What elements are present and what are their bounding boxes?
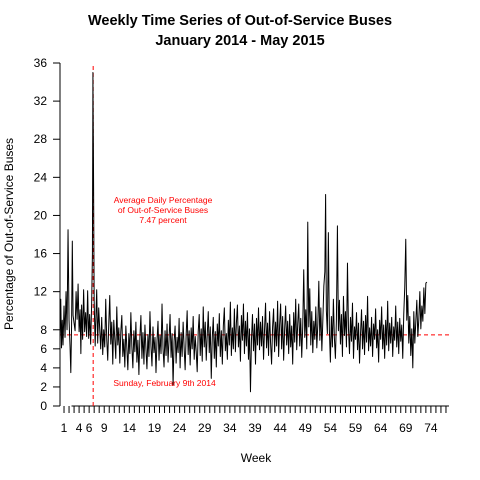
y-tick-label: 12 (34, 285, 48, 299)
y-tick-label: 2 (40, 380, 47, 394)
y-tick-label: 36 (34, 56, 48, 70)
series-layer (59, 72, 428, 393)
x-tick-label: 49 (299, 421, 313, 435)
x-tick-label: 39 (248, 421, 262, 435)
annotation-avg: Average Daily Percentage of Out-of-Servic… (114, 195, 213, 225)
x-tick-label: 59 (349, 421, 363, 435)
y-axis-title: Percentage of Out-of-Service Buses (2, 138, 16, 330)
x-tick-label: 6 (86, 421, 93, 435)
annotation-date: Sunday, February 9th 2014 (113, 378, 216, 388)
x-tick-label: 14 (123, 421, 137, 435)
x-tick-label: 29 (198, 421, 212, 435)
y-tick-label: 6 (40, 342, 47, 356)
x-tick-label: 54 (324, 421, 338, 435)
x-tick-label: 4 (76, 421, 83, 435)
x-tick-label: 9 (101, 421, 108, 435)
x-tick-label: 24 (173, 421, 187, 435)
x-tick-label: 74 (424, 421, 438, 435)
annotation-line: Average Daily Percentage (114, 195, 213, 205)
x-axis-title: Week (241, 451, 272, 465)
chart-subtitle: January 2014 - May 2015 (155, 33, 324, 49)
y-tick-label: 32 (34, 94, 48, 108)
x-tick-label: 19 (148, 421, 162, 435)
y-tick-label: 4 (40, 361, 47, 375)
annotations: Average Daily Percentage of Out-of-Servic… (113, 195, 216, 388)
annotation-line: Sunday, February 9th 2014 (113, 378, 216, 388)
annotation-line: of Out-of-Service Buses (118, 205, 208, 215)
y-tick-label: 28 (34, 132, 48, 146)
x-tick-label: 1 (61, 421, 68, 435)
y-tick-label: 16 (34, 247, 48, 261)
chart-title: Weekly Time Series of Out-of-Service Bus… (88, 13, 392, 29)
x-tick-label: 64 (374, 421, 388, 435)
y-tick-label: 20 (34, 208, 48, 222)
y-tick-label: 0 (40, 399, 47, 413)
y-tick-label: 8 (40, 323, 47, 337)
annotation-line: 7.47 percent (139, 215, 187, 225)
x-tick-label: 34 (223, 421, 237, 435)
x-axis: 1 4 6 9 14 19 24 29 34 39 44 49 54 59 64 69 74 (61, 405, 449, 435)
x-tick-label: 69 (399, 421, 413, 435)
x-tick-label: 44 (273, 421, 287, 435)
y-tick-label: 24 (34, 170, 48, 184)
series-line (59, 72, 428, 393)
